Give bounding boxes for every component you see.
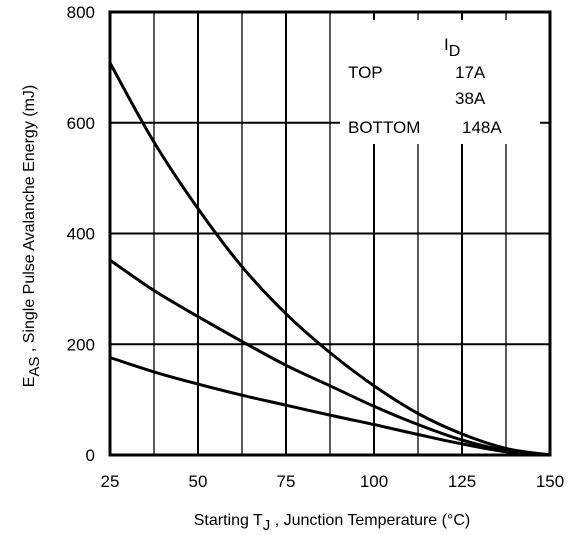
legend-label-bottom: BOTTOM (348, 118, 420, 137)
legend: ID TOP 17A 38A BOTTOM 148A (348, 35, 502, 137)
x-tick-label: 75 (277, 472, 296, 491)
x-tick-labels: 25 50 75 100 125 150 (101, 472, 565, 491)
legend-background (340, 20, 546, 144)
legend-mask-top (340, 20, 546, 104)
series-line-38a (109, 258, 551, 457)
y-tick-labels: 0 200 400 600 800 (67, 3, 95, 465)
x-axis-label: Starting TJ , Junction Temperature (°C) (194, 512, 471, 534)
y-tick-label: 800 (67, 3, 95, 22)
series-line-148a (109, 356, 551, 457)
y-tick-label: 400 (67, 225, 95, 244)
x-tick-label: 25 (101, 472, 120, 491)
legend-value-148a: 148A (462, 118, 502, 137)
y-tick-label: 0 (86, 446, 95, 465)
legend-value-17a: 17A (455, 63, 486, 82)
series-lines (108, 62, 551, 457)
legend-mask-bottom (340, 104, 540, 144)
legend-header: ID (444, 35, 460, 60)
x-tick-label: 150 (536, 472, 564, 491)
plot-frame (108, 10, 552, 457)
y-tick-label: 600 (67, 114, 95, 133)
legend-label-top: TOP (348, 63, 383, 82)
x-tick-label: 100 (360, 472, 388, 491)
x-tick-label: 50 (189, 472, 208, 491)
plot-border (108, 10, 552, 457)
x-tick-label: 125 (448, 472, 476, 491)
y-tick-label: 200 (67, 335, 95, 354)
y-axis-label: EAS , Single Pulse Avalanche Energy (mJ) (21, 85, 43, 388)
legend-value-38a: 38A (455, 89, 486, 108)
series-line-17a (108, 62, 551, 457)
